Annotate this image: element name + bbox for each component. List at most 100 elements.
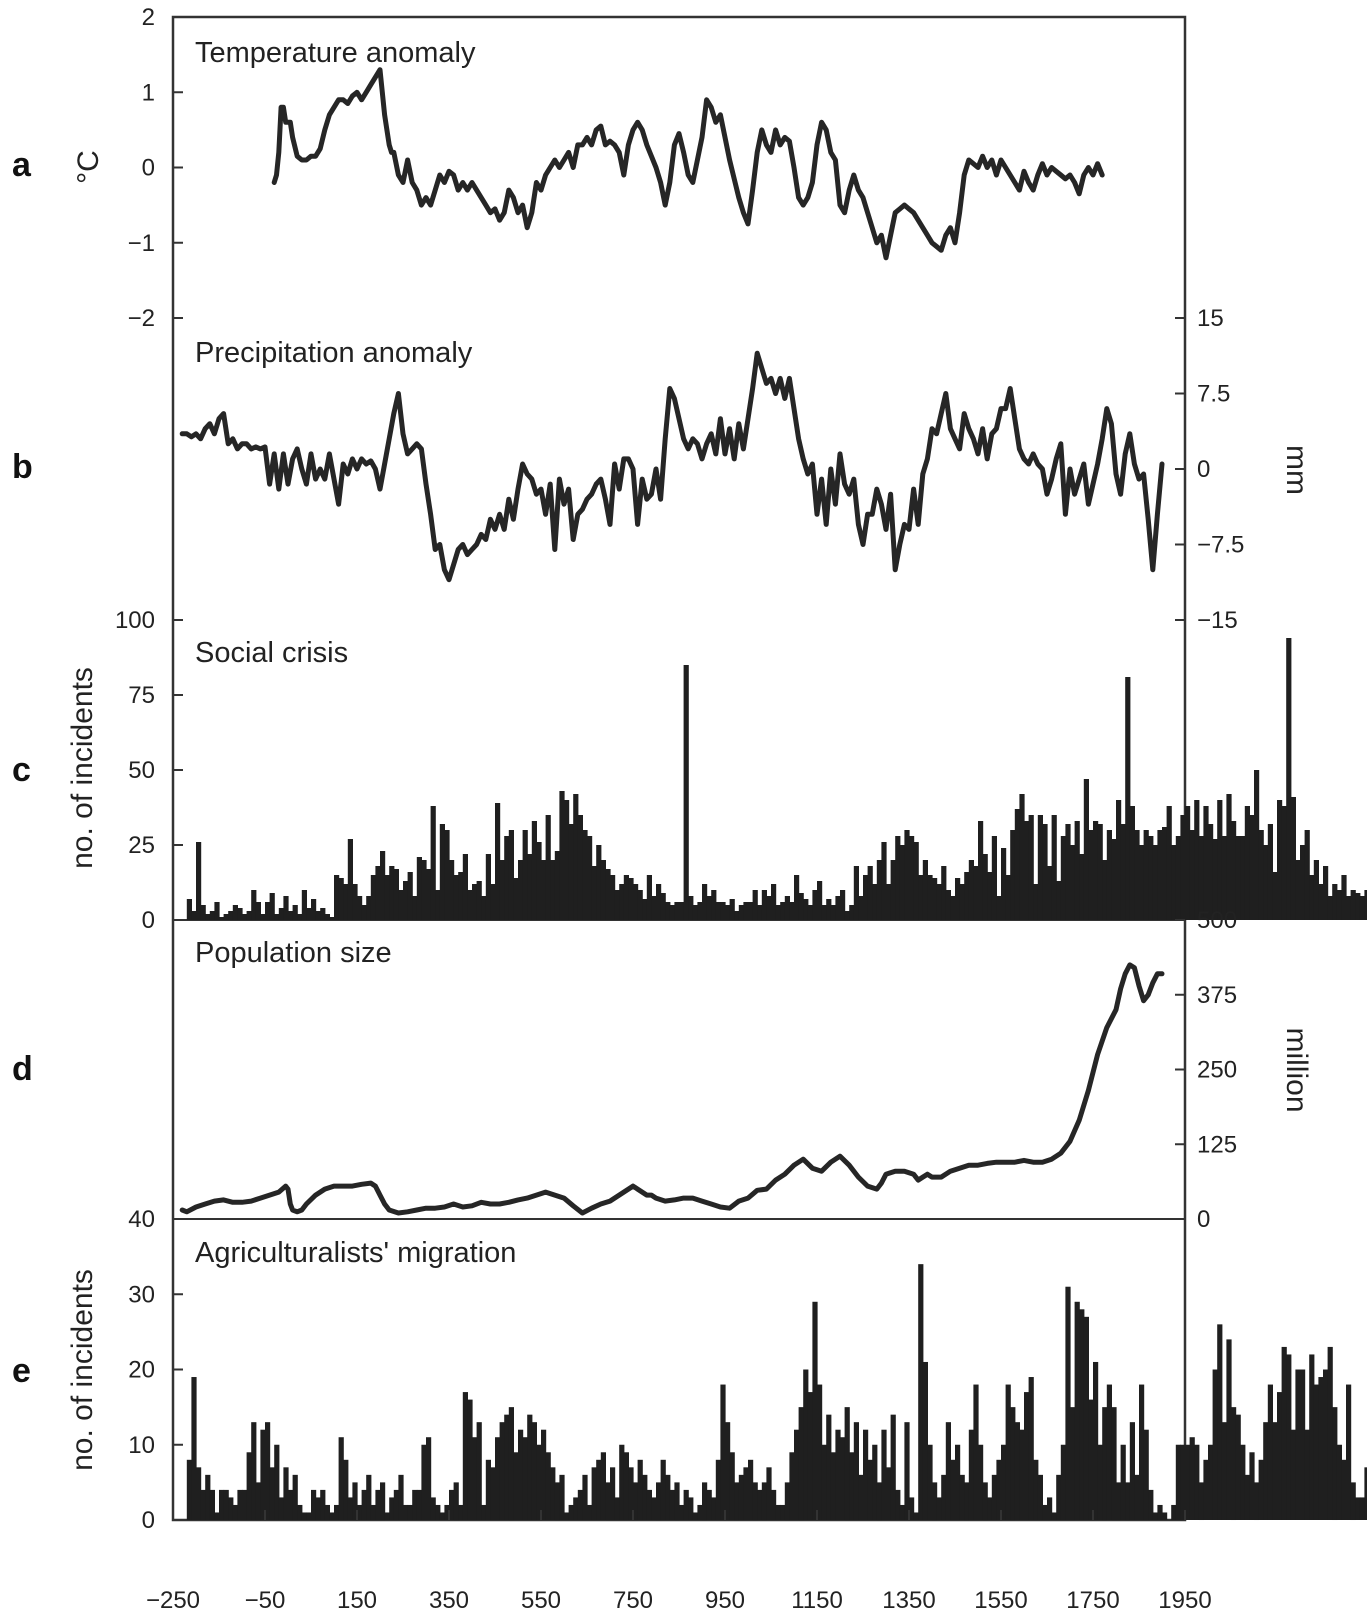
bar-e-111	[697, 1504, 703, 1520]
bar-e-215	[1175, 1444, 1181, 1520]
bar-e-118	[729, 1452, 735, 1520]
xtick-label-9: 1550	[974, 1587, 1027, 1614]
ytick-label-c-2: 50	[128, 757, 155, 784]
bar-c-114	[711, 890, 717, 920]
bar-c-0	[186, 899, 192, 920]
bar-e-37	[357, 1504, 363, 1520]
bar-c-112	[702, 884, 708, 920]
bar-e-250	[1336, 1444, 1342, 1520]
bar-c-208	[1143, 830, 1149, 920]
bar-e-18	[269, 1467, 275, 1520]
bar-e-13	[246, 1452, 252, 1520]
ytick-label-d-1: 375	[1197, 982, 1237, 1009]
bar-c-248	[1327, 896, 1333, 920]
bar-e-24	[297, 1504, 303, 1520]
bar-e-169	[964, 1482, 970, 1521]
bar-e-87	[587, 1504, 593, 1520]
bar-c-225	[1221, 836, 1227, 920]
bar-e-58	[453, 1482, 459, 1521]
bar-e-47	[403, 1504, 409, 1520]
bar-c-53	[430, 806, 436, 920]
bar-e-144	[849, 1452, 855, 1520]
bar-e-142	[840, 1437, 846, 1520]
bar-e-45	[393, 1489, 399, 1520]
bar-c-256	[1364, 890, 1367, 920]
bar-c-71	[513, 878, 519, 920]
bar-e-29	[320, 1489, 326, 1520]
bar-e-49	[412, 1489, 418, 1520]
bar-e-233	[1258, 1459, 1264, 1520]
bar-c-228	[1235, 836, 1241, 920]
bar-e-198	[1097, 1444, 1103, 1520]
bar-c-152	[886, 884, 892, 920]
bar-e-119	[734, 1482, 740, 1521]
bar-e-232	[1254, 1482, 1260, 1521]
bar-c-215	[1175, 836, 1181, 920]
bar-c-109	[688, 896, 694, 920]
bar-c-17	[265, 902, 271, 920]
bar-c-202	[1116, 800, 1122, 920]
bar-e-40	[370, 1504, 376, 1520]
bar-c-52	[426, 869, 432, 920]
bar-c-244	[1309, 875, 1315, 920]
bar-c-90	[600, 860, 606, 920]
bar-e-95	[623, 1452, 629, 1520]
bar-e-187	[1047, 1497, 1053, 1520]
bar-e-164	[941, 1474, 947, 1520]
bar-c-177	[1001, 848, 1007, 920]
bar-c-14	[251, 890, 257, 920]
bar-c-26	[306, 908, 312, 920]
xtick-label-6: 950	[705, 1587, 745, 1614]
bar-e-161	[927, 1444, 933, 1520]
bar-e-147	[863, 1429, 869, 1520]
panel-title-migration: Agriculturalists' migration	[195, 1237, 516, 1269]
ylabel-population: million	[1280, 1027, 1313, 1112]
bar-c-76	[536, 842, 542, 920]
bar-c-27	[311, 899, 317, 920]
bar-c-242	[1300, 845, 1306, 920]
bar-e-204	[1125, 1482, 1131, 1521]
bar-e-177	[1001, 1444, 1007, 1520]
bar-c-82	[564, 800, 570, 920]
bar-e-195	[1083, 1316, 1089, 1520]
bar-e-109	[688, 1497, 694, 1520]
bar-c-5	[209, 911, 215, 920]
bar-c-212	[1162, 827, 1168, 920]
bar-c-99	[642, 899, 648, 920]
ytick-label-a-1: 1	[142, 79, 155, 106]
x-axis: −250 −50 150 350 550 750 950 1150 1350 1550 1750 19…	[146, 1510, 1212, 1614]
bar-c-128	[775, 905, 781, 920]
bar-e-188	[1051, 1512, 1057, 1520]
panel-title-social-crisis: Social crisis	[195, 637, 348, 669]
bar-c-107	[679, 902, 685, 920]
bar-e-43	[384, 1512, 390, 1520]
bar-c-175	[991, 836, 997, 920]
bar-e-194	[1079, 1309, 1085, 1520]
bar-c-221	[1203, 806, 1209, 920]
bar-e-8	[223, 1489, 229, 1520]
bar-e-165	[945, 1422, 951, 1520]
bar-c-153	[890, 860, 896, 920]
bar-e-205	[1129, 1422, 1135, 1520]
ytick-label-a-3: −1	[128, 230, 155, 257]
bar-c-196	[1088, 830, 1094, 920]
bar-c-250	[1336, 890, 1342, 920]
bar-c-141	[835, 896, 841, 920]
bar-e-80	[554, 1482, 560, 1521]
xtick-label-10: 1750	[1066, 1587, 1119, 1614]
bar-e-67	[495, 1437, 501, 1520]
bar-e-130	[784, 1482, 790, 1521]
bar-e-202	[1116, 1482, 1122, 1521]
bar-e-181	[1019, 1429, 1025, 1520]
bar-e-73	[522, 1437, 528, 1520]
bar-e-141	[835, 1429, 841, 1520]
bar-c-15	[255, 902, 261, 920]
bar-e-100	[646, 1489, 652, 1520]
bar-e-125	[761, 1482, 767, 1521]
bar-e-197	[1093, 1361, 1099, 1520]
bar-e-81	[559, 1474, 565, 1520]
bar-e-9	[228, 1497, 234, 1520]
bar-c-183	[1028, 815, 1034, 920]
bar-e-14	[251, 1422, 257, 1520]
bar-c-147	[863, 875, 869, 920]
